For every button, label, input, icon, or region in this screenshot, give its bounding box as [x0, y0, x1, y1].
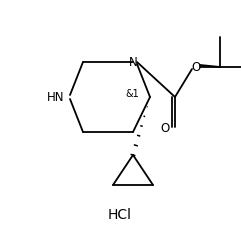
Text: O: O	[191, 60, 201, 74]
Text: HN: HN	[47, 90, 64, 103]
Text: O: O	[161, 121, 170, 134]
Text: HCl: HCl	[108, 208, 132, 222]
Text: N: N	[129, 55, 137, 68]
Text: &1: &1	[125, 89, 139, 99]
